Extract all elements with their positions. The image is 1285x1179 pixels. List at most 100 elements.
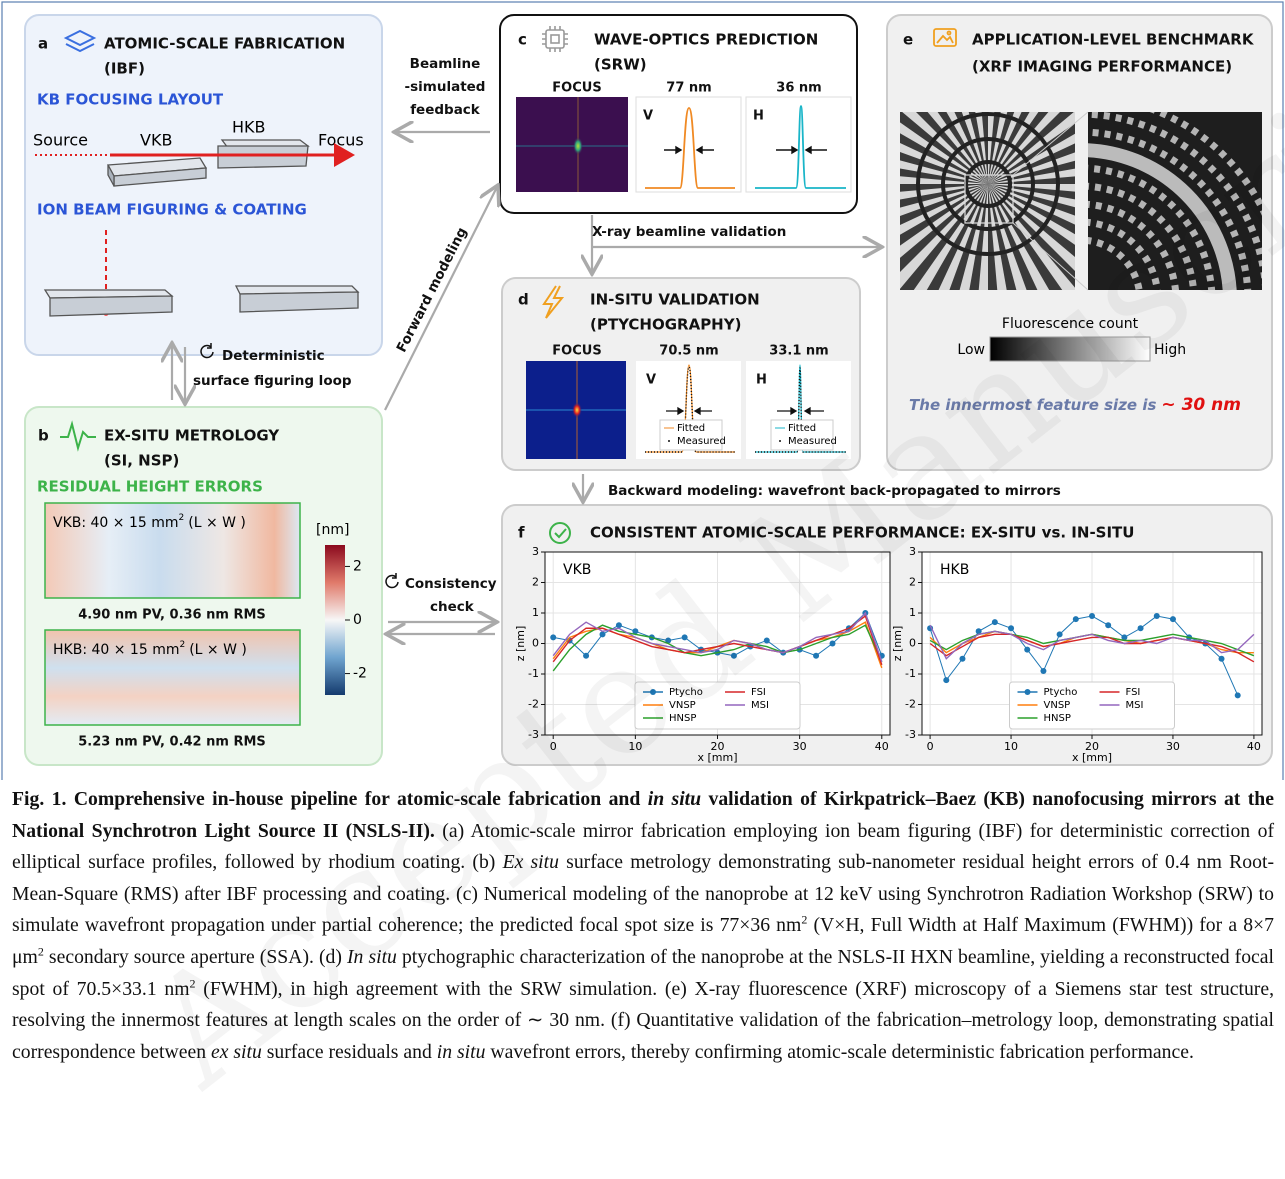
legend-label: Measured	[677, 436, 726, 447]
axis-label: V	[643, 109, 653, 124]
series-point	[1073, 616, 1079, 622]
map-label: VKB: 40 × 15 mm2(L × W )	[53, 513, 246, 532]
shape: HKB: 40 × 15 mm	[53, 642, 179, 658]
series-point	[1089, 613, 1095, 619]
series-point	[600, 631, 606, 637]
shape: (L × W )	[188, 515, 246, 531]
shape: ~ 30 nm	[1161, 395, 1241, 415]
focus-spot	[573, 137, 583, 155]
y-tick-label: -2	[528, 698, 539, 711]
y-tick-label: 0	[532, 637, 539, 650]
x-tick-label: 10	[1004, 740, 1018, 753]
y-tick-label: -3	[528, 728, 539, 741]
image-title: 33.1 nm	[769, 344, 828, 359]
series-point	[1105, 622, 1111, 628]
panel-title: APPLICATION-LEVEL BENCHMARK	[972, 31, 1255, 49]
x-tick-label: 30	[793, 740, 807, 753]
series-point	[1024, 647, 1030, 653]
shape	[50, 296, 172, 316]
shape: 2	[179, 640, 185, 650]
shape	[668, 440, 670, 442]
y-tick-label: -2	[905, 698, 916, 711]
label: Focus	[318, 131, 364, 150]
y-tick-label: -1	[528, 667, 539, 680]
series-point	[583, 653, 589, 659]
charts: -3-2-10123010203040x [mm]z [nm]VKBPtycho…	[514, 545, 1262, 764]
panel-subtitle: (XRF IMAGING PERFORMANCE)	[972, 58, 1232, 76]
series-point	[682, 634, 688, 640]
panel-letter: c	[518, 31, 527, 49]
series-point	[943, 677, 949, 683]
legend-marker	[1025, 689, 1031, 695]
x-tick-label: 40	[1247, 740, 1261, 753]
x-tick-label: 10	[628, 740, 642, 753]
shape: The innermost feature size is	[909, 396, 1156, 414]
panel-title: IN-SITU VALIDATION	[590, 291, 760, 309]
legend-label: Ptycho	[1044, 687, 1078, 698]
colorbar-tick-label: 0	[353, 612, 362, 628]
caption-text: Ex situ	[503, 851, 559, 873]
colorbar-label: Fluorescence count	[1002, 316, 1139, 332]
x-axis-label: x [mm]	[697, 751, 737, 764]
image-title: FOCUS	[552, 81, 601, 96]
image-title: FOCUS	[552, 344, 601, 359]
colorbar	[325, 545, 345, 695]
legend-label: Measured	[788, 436, 837, 447]
map-stats: 5.23 nm PV, 0.42 nm RMS	[78, 735, 266, 750]
shape: 2	[179, 513, 185, 523]
legend-label: MSI	[1126, 700, 1144, 711]
axis-label: H	[756, 373, 767, 388]
x-tick-label: 0	[927, 740, 934, 753]
y-tick-label: 1	[532, 606, 539, 619]
map-label: HKB: 40 × 15 mm2(L × W )	[53, 640, 247, 659]
figure: a ATOMIC-SCALE FABRICATION (IBF) KB FOCU…	[0, 0, 1285, 780]
panel-title: CONSISTENT ATOMIC-SCALE PERFORMANCE: EX-…	[590, 524, 1134, 542]
shape: Consistency	[405, 576, 497, 592]
caption-text: in situ	[437, 1041, 486, 1063]
image-title: 36 nm	[776, 81, 821, 96]
caption-text: secondary source aperture (SSA). (d)	[44, 946, 347, 968]
legend-label: VNSP	[669, 700, 696, 711]
panel-letter: d	[518, 291, 529, 309]
y-tick-label: 2	[532, 576, 539, 589]
shape: feedback	[410, 102, 481, 118]
colorbar-tick-label: -2	[353, 666, 367, 682]
caption-text: surface residuals and	[262, 1041, 437, 1063]
section-heading: KB FOCUSING LAYOUT	[37, 91, 224, 109]
panel-subtitle: (SI, NSP)	[104, 452, 179, 470]
caption-text: Fig. 1. Comprehensive in-house pipeline …	[12, 788, 648, 810]
shape: surface figuring loop	[193, 373, 352, 389]
shape	[779, 440, 781, 442]
shape	[218, 146, 308, 168]
panel-subtitle: (IBF)	[104, 60, 145, 78]
arrow-label: Backward modeling: wavefront back-propag…	[608, 483, 1061, 499]
chart-label: VKB	[563, 562, 591, 578]
map-stats: 4.90 nm PV, 0.36 nm RMS	[78, 608, 266, 623]
panel-title: ATOMIC-SCALE FABRICATION	[104, 35, 345, 53]
panel-subtitle: (SRW)	[594, 56, 647, 74]
axis-label: H	[753, 109, 764, 124]
caption-text: in situ	[648, 788, 701, 810]
panel-letter: e	[903, 31, 913, 49]
series-point	[830, 641, 836, 647]
arrow-label: Consistencycheck	[405, 576, 497, 615]
loop-icon	[386, 573, 398, 588]
series-point	[959, 656, 965, 662]
legend-label: MSI	[751, 700, 769, 711]
shape: VKB: 40 × 15 mm	[53, 515, 179, 531]
shape: Deterministic	[222, 348, 325, 364]
shape	[240, 292, 358, 312]
series-point	[1008, 625, 1014, 631]
panel-letter: a	[38, 35, 48, 53]
series-point	[731, 653, 737, 659]
legend-label: HNSP	[1044, 713, 1071, 724]
y-tick-label: 1	[909, 606, 916, 619]
legend-label: FSI	[1126, 687, 1141, 698]
series-point	[1170, 616, 1176, 622]
legend-label: HNSP	[669, 713, 696, 724]
series-point	[1138, 625, 1144, 631]
image-title: 70.5 nm	[659, 344, 718, 359]
label: HKB	[232, 118, 266, 137]
series-point	[764, 637, 770, 643]
series-point	[550, 634, 556, 640]
